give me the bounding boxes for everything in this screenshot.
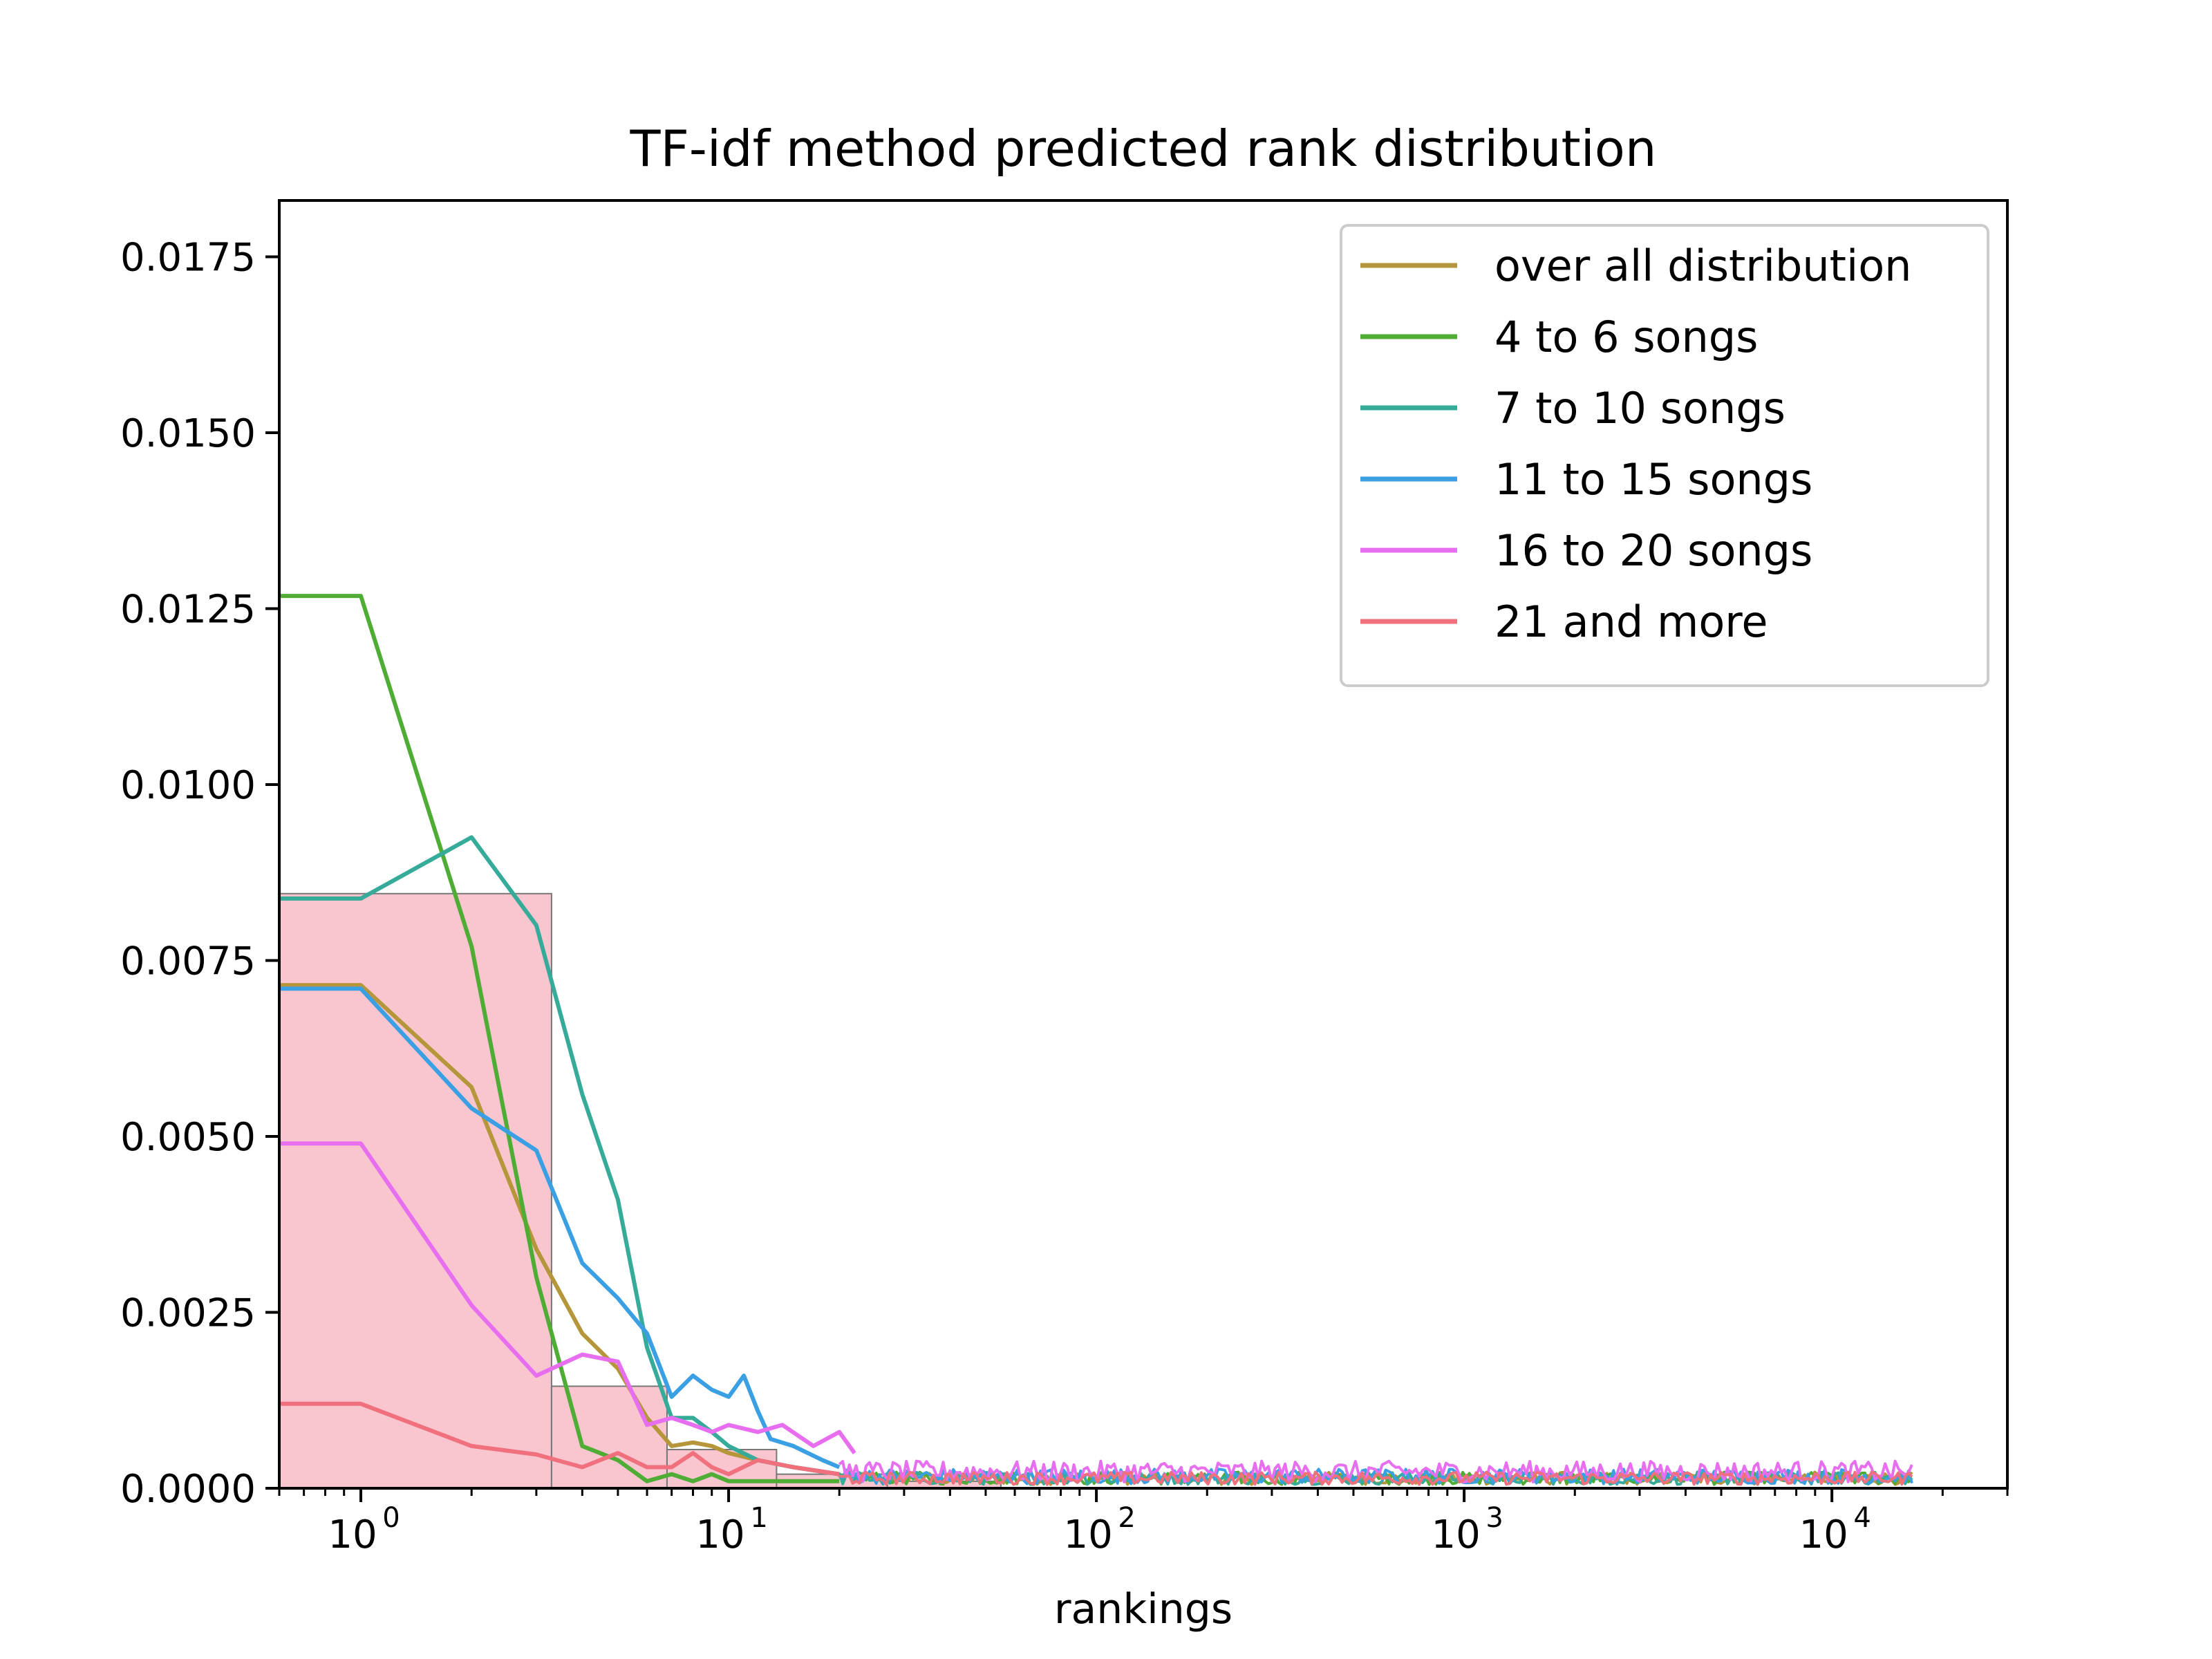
x-tick-label-4: 10: [1799, 1512, 1848, 1557]
x-axis: 10 0 10 1 10 2 10 3 10 4: [278, 1488, 2009, 1557]
y-tick-label-7: 0.0175: [120, 235, 256, 280]
series-line-1: [279, 594, 840, 1483]
x-tick-label-2: 10: [1063, 1512, 1112, 1557]
x-tick-label-1: 10: [695, 1512, 744, 1557]
x-tick-exp-1: 1: [750, 1502, 767, 1534]
x-tick-label-3: 10: [1431, 1512, 1480, 1557]
series-tail-4: [838, 1459, 1913, 1483]
series-tail-5: [839, 1470, 1913, 1486]
y-tick-label-1: 0.0025: [120, 1291, 256, 1335]
series-line-4: [279, 1141, 856, 1454]
x-tick-exp-3: 3: [1485, 1502, 1503, 1534]
x-axis-label: rankings: [1054, 1585, 1232, 1633]
y-tick-label-3: 0.0075: [120, 939, 256, 984]
x-tick-exp-2: 2: [1118, 1502, 1135, 1534]
x-tick-exp-4: 4: [1853, 1502, 1871, 1534]
legend-label-3: 11 to 15 songs: [1494, 454, 1812, 505]
histogram-bar-0: [279, 892, 552, 1488]
series-lines: [279, 594, 856, 1483]
chart-title: TF-idf method predicted rank distributio…: [630, 120, 1657, 178]
legend: over all distribution 4 to 6 songs 7 to 10…: [1340, 224, 1989, 687]
y-tick-label-4: 0.0100: [120, 763, 256, 808]
legend-label-5: 21 and more: [1494, 597, 1768, 647]
legend-box: [1340, 224, 1989, 687]
histogram: [279, 892, 1002, 1488]
legend-label-0: over all distribution: [1494, 241, 1911, 291]
legend-label-1: 4 to 6 songs: [1494, 312, 1758, 362]
y-tick-label-6: 0.0150: [120, 411, 256, 456]
legend-label-4: 16 to 20 songs: [1494, 525, 1812, 576]
y-tick-label-0: 0.0000: [120, 1467, 256, 1512]
y-axis: 0.0000 0.0025 0.0050 0.0075 0.0100 0.0125 0.01…: [120, 235, 279, 1512]
plot-frame: [278, 199, 2009, 1490]
legend-label-2: 7 to 10 songs: [1494, 383, 1785, 433]
y-tick-label-5: 0.0125: [120, 587, 256, 632]
x-tick-label-0: 10: [328, 1512, 377, 1557]
series-line-5: [279, 1401, 840, 1477]
x-tick-exp-0: 0: [382, 1502, 400, 1534]
series-line-3: [279, 986, 841, 1470]
noise-tail: [838, 1459, 1913, 1486]
y-tick-label-2: 0.0050: [120, 1115, 256, 1160]
series-line-2: [279, 835, 840, 1477]
